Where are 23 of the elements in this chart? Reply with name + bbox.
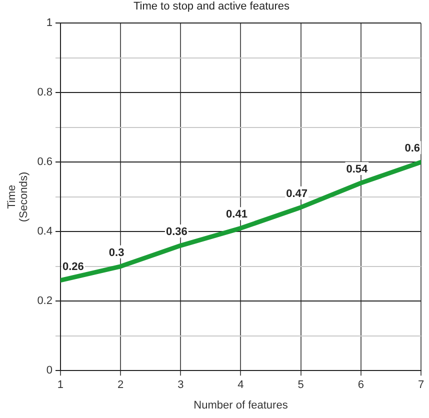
x-tick-label: 6 bbox=[358, 379, 364, 392]
x-tick-label: 4 bbox=[238, 379, 244, 392]
data-label: 0.3 bbox=[108, 246, 124, 259]
x-tick-label: 5 bbox=[298, 379, 304, 392]
y-tick-label: 0.8 bbox=[37, 86, 52, 99]
x-tick-label: 1 bbox=[57, 379, 64, 392]
data-label: 0.47 bbox=[286, 188, 308, 200]
y-tick-label: 0.6 bbox=[37, 156, 52, 168]
x-tick-label: 7 bbox=[418, 379, 424, 392]
x-tick-label: 2 bbox=[118, 379, 124, 392]
y-axis-title: Time (Seconds) bbox=[6, 172, 30, 222]
y-tick-label: 0.2 bbox=[37, 295, 52, 308]
chart-title: Time to stop and active features bbox=[133, 0, 290, 13]
data-label: 0.41 bbox=[226, 208, 248, 221]
data-label: 0.6 bbox=[404, 142, 420, 155]
y-tick-label: 1 bbox=[46, 17, 52, 30]
x-tick-label: 3 bbox=[178, 379, 184, 392]
data-label: 0.26 bbox=[62, 260, 84, 273]
data-label: 0.36 bbox=[166, 226, 188, 238]
x-axis-title: Number of features bbox=[194, 399, 288, 412]
y-tick-label: 0.4 bbox=[37, 226, 52, 238]
data-label: 0.54 bbox=[346, 164, 368, 176]
y-tick-label: 0 bbox=[46, 364, 52, 377]
